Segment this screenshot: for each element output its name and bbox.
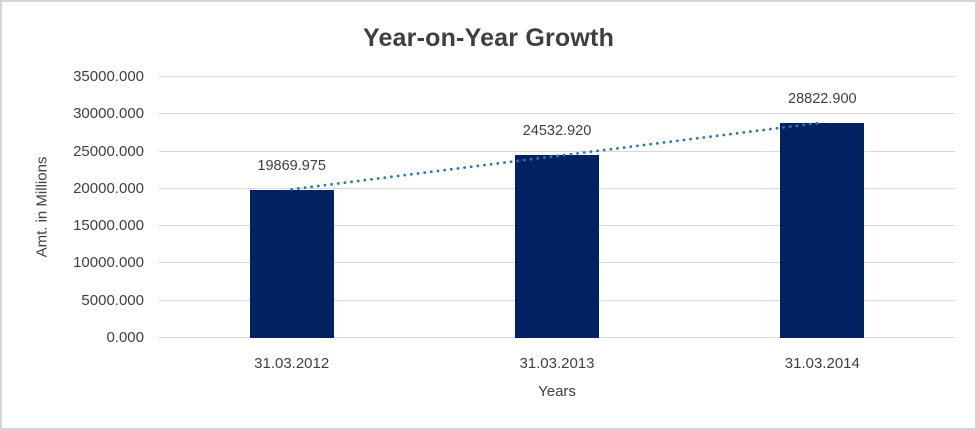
y-tick-label: 10000.000 bbox=[73, 254, 144, 272]
y-tick-label: 5000.000 bbox=[81, 291, 144, 309]
x-tick-label: 31.03.2012 bbox=[254, 355, 330, 372]
x-tick-label: 31.03.2014 bbox=[784, 355, 860, 372]
x-tick-label: 31.03.2013 bbox=[519, 355, 595, 372]
chart-title: Year-on-Year Growth bbox=[362, 24, 615, 52]
y-tick-label: 15000.000 bbox=[73, 217, 144, 235]
y-tick-label: 0.000 bbox=[106, 329, 144, 346]
y-axis-title: Amt. in Millions bbox=[33, 156, 51, 258]
bar bbox=[249, 189, 334, 338]
y-gridline bbox=[159, 113, 955, 114]
y-tick-label: 25000.000 bbox=[73, 142, 144, 160]
y-tick-label: 30000.000 bbox=[73, 105, 144, 123]
bar bbox=[515, 155, 599, 338]
x-axis-title: Years bbox=[538, 383, 576, 400]
bar bbox=[780, 123, 865, 338]
bar-data-label: 19869.975 bbox=[257, 157, 326, 174]
bar-data-label: 24532.920 bbox=[522, 123, 592, 140]
y-gridline bbox=[159, 76, 955, 77]
y-tick-label: 35000.000 bbox=[73, 68, 144, 85]
y-tick-label: 20000.000 bbox=[73, 179, 144, 197]
bar-data-label: 28822.900 bbox=[788, 91, 857, 108]
